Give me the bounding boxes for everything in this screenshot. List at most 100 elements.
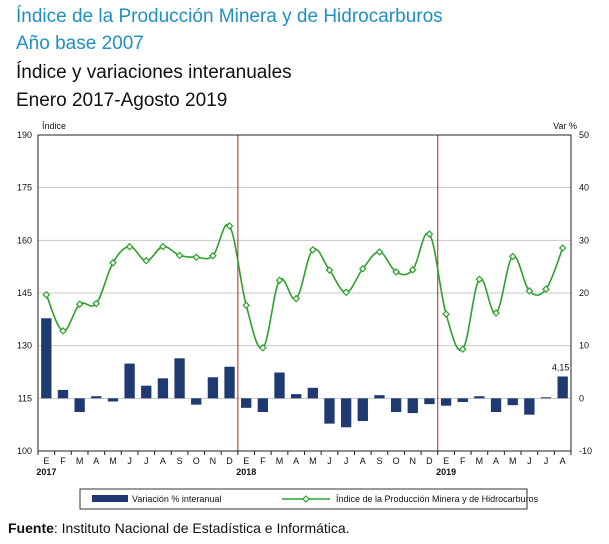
month-label: J	[127, 456, 132, 466]
bar-variacion	[207, 377, 219, 399]
bar-variacion	[274, 372, 285, 399]
bar-variacion	[390, 398, 402, 413]
point-indice	[342, 288, 350, 297]
bar-variacion	[191, 398, 202, 405]
left-axis-title: Índice	[42, 121, 66, 131]
bar-variacion	[507, 398, 518, 406]
month-label: E	[443, 456, 449, 466]
month-label: A	[160, 456, 166, 466]
point-indice	[458, 345, 467, 354]
point-indice	[125, 242, 134, 251]
month-label: O	[193, 456, 200, 466]
chart-title: Índice de la Producción Minera y de Hidr…	[16, 6, 443, 27]
month-label: A	[293, 456, 299, 466]
legend-swatch-marker	[302, 495, 310, 503]
point-indice	[275, 276, 284, 285]
month-label: D	[426, 456, 433, 466]
point-indice	[142, 256, 151, 265]
month-label: N	[410, 456, 417, 466]
point-indice	[408, 265, 417, 274]
chart-subtitle-period: Enero 2017-Agosto 2019	[16, 90, 228, 111]
bar-variacion	[91, 396, 102, 399]
source-text: : Instituto Nacional de Estadística e In…	[53, 520, 350, 536]
year-label: 2017	[36, 467, 56, 477]
bar-variacion	[490, 398, 502, 413]
point-indice	[308, 245, 317, 254]
bar-variacion	[374, 395, 385, 399]
left-tick-label: 145	[17, 288, 32, 298]
month-label: M	[509, 456, 517, 466]
month-label: F	[460, 456, 466, 466]
bar-variacion	[540, 397, 552, 399]
bar-variacion	[174, 358, 185, 399]
month-label: J	[327, 456, 332, 466]
month-label: D	[226, 456, 233, 466]
month-label: S	[177, 456, 183, 466]
line-indice	[45, 223, 564, 352]
month-label: A	[493, 456, 499, 466]
source-note: Fuente: Instituto Nacional de Estadístic…	[8, 520, 350, 536]
bar-variacion	[307, 387, 318, 399]
right-tick-label: 40	[579, 183, 589, 193]
right-tick-label: 20	[579, 288, 589, 298]
month-label: A	[360, 456, 366, 466]
point-indice	[375, 248, 384, 256]
year-label: 2019	[436, 467, 456, 477]
point-indice	[442, 310, 450, 318]
bar-variacion	[257, 398, 269, 413]
bar-variacion	[324, 398, 335, 424]
bar-variacion	[57, 389, 69, 399]
source-label: Fuente	[8, 520, 54, 536]
right-tick-label: -10	[579, 446, 592, 456]
point-indice	[159, 242, 167, 251]
right-tick-label: 30	[579, 235, 589, 245]
bar-variacion	[141, 385, 152, 399]
left-tick-label: 115	[18, 393, 32, 403]
point-indice	[392, 268, 400, 276]
legend-swatch-bar	[92, 495, 128, 502]
bar-variacion	[440, 398, 452, 406]
point-indice	[92, 299, 101, 308]
right-tick-label: 10	[579, 341, 589, 351]
month-label: J	[527, 456, 532, 466]
bar-variacion	[524, 398, 535, 415]
point-indice	[358, 264, 367, 273]
bar-variacion	[357, 398, 368, 421]
month-label: J	[544, 456, 549, 466]
bar-variacion	[407, 398, 418, 414]
point-indice	[192, 253, 201, 262]
point-indice	[242, 301, 251, 310]
point-indice	[492, 309, 500, 317]
bar-variacion	[457, 398, 468, 403]
point-indice	[209, 251, 217, 260]
month-label: M	[109, 456, 117, 466]
point-indice	[109, 258, 117, 267]
bar-variacion	[474, 396, 485, 399]
legend-label-variacion: Variación % interanual	[132, 494, 221, 504]
month-label: J	[344, 456, 349, 466]
month-label: M	[76, 456, 84, 466]
month-label: M	[476, 456, 484, 466]
point-indice	[525, 287, 534, 295]
chart-subtitle-metric: Índice y variaciones interanuales	[16, 62, 292, 83]
left-tick-label: 190	[17, 130, 32, 140]
point-indice	[292, 294, 301, 303]
point-indice	[425, 230, 434, 238]
bar-variacion	[157, 378, 169, 399]
year-label: 2018	[236, 467, 256, 477]
point-indice	[225, 222, 234, 230]
bar-variacion	[557, 376, 568, 399]
point-indice	[508, 252, 517, 261]
left-tick-label: 175	[17, 183, 32, 193]
month-label: F	[60, 456, 66, 466]
chart-subtitle-base-year: Año base 2007	[16, 33, 144, 54]
bar-variacion	[74, 398, 85, 413]
bar-variacion	[424, 398, 435, 405]
point-indice	[59, 327, 67, 335]
month-label: M	[276, 456, 284, 466]
month-label: E	[43, 456, 49, 466]
month-label: M	[309, 456, 317, 466]
month-label: N	[210, 456, 217, 466]
month-label: A	[93, 456, 99, 466]
right-axis-title: Var %	[553, 121, 577, 131]
